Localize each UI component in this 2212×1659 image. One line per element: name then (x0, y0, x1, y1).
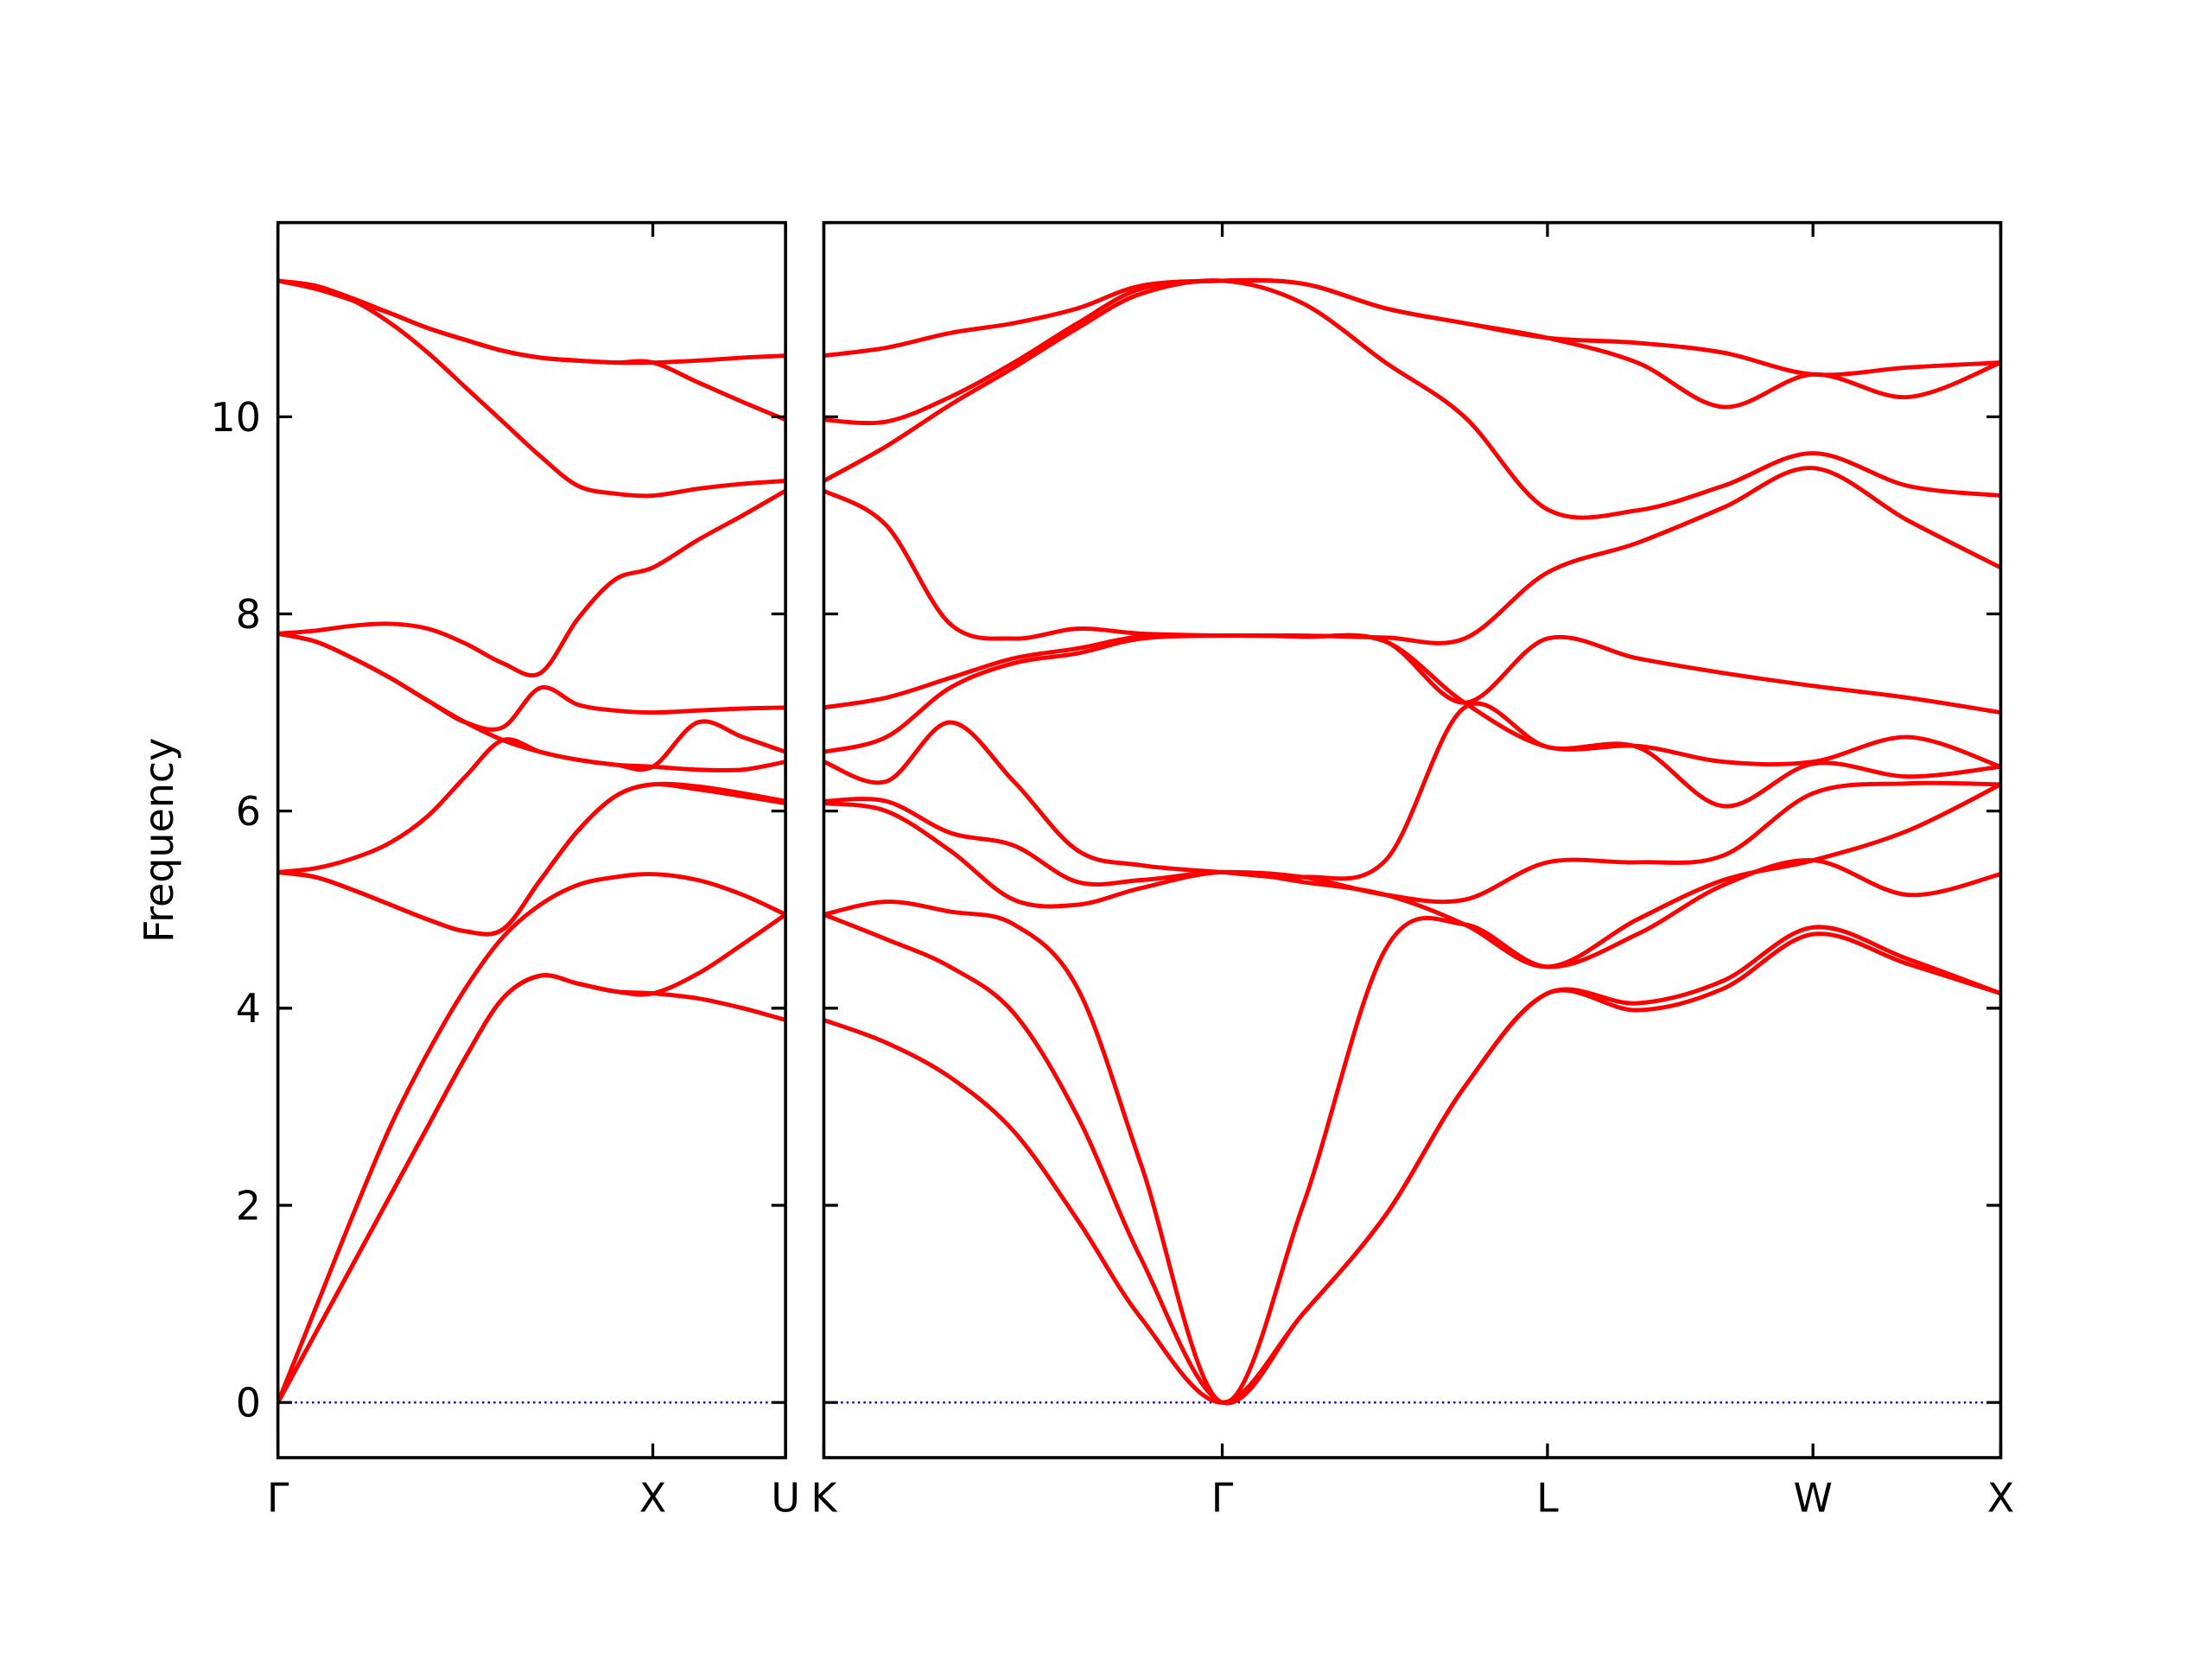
y-tick-label: 4 (236, 985, 261, 1032)
band-line (823, 632, 2001, 715)
x-tick-label: L (1536, 1474, 1559, 1521)
y-axis-label: Frequency (136, 738, 182, 943)
band-line (277, 737, 786, 874)
band-line (277, 488, 786, 678)
band-line (277, 631, 786, 732)
band-line (823, 701, 2001, 881)
band-line (277, 781, 786, 937)
bands (823, 277, 2001, 1406)
x-tick-label: W (1793, 1474, 1832, 1521)
band-line (277, 278, 786, 365)
band-line (277, 872, 786, 1404)
x-tick-label: X (1987, 1474, 2014, 1521)
bands (277, 278, 786, 1404)
x-tick-label: Γ (1211, 1474, 1234, 1521)
x-tick-label: Γ (267, 1474, 289, 1521)
band-line (823, 780, 2001, 905)
plot-frame (822, 220, 2003, 1459)
y-tick-label: 2 (236, 1182, 261, 1229)
band-line (823, 466, 2001, 645)
x-tick-label: K (810, 1474, 838, 1521)
band-line (823, 277, 2001, 378)
band-line (823, 912, 2001, 1406)
x-tick-label: U (771, 1474, 800, 1521)
y-tick-label: 10 (210, 394, 260, 441)
band-line (277, 912, 786, 1404)
y-tick-label: 0 (236, 1380, 261, 1427)
y-tick-label: 6 (236, 788, 261, 835)
y-tick-label: 8 (236, 591, 261, 638)
band-line (823, 278, 2001, 520)
plot-frame (276, 220, 787, 1459)
x-tick-label: X (639, 1474, 666, 1521)
